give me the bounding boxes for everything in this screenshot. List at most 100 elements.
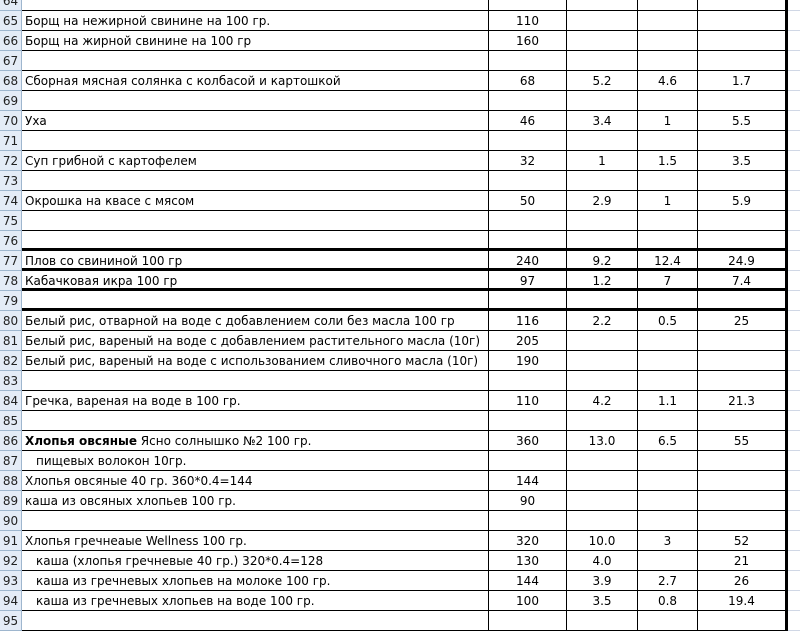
cell-e[interactable]: 21.3 — [698, 391, 788, 411]
cell-b[interactable]: 68 — [489, 71, 567, 91]
cell-c[interactable] — [567, 331, 638, 351]
cell-e[interactable] — [698, 351, 788, 371]
row-header[interactable]: 70 — [0, 111, 22, 131]
cell-a[interactable]: Борщ на жирной свинине на 100 гр — [22, 31, 489, 51]
cell-e[interactable] — [698, 611, 788, 631]
cell-c[interactable] — [567, 91, 638, 111]
cell-f[interactable] — [788, 111, 800, 131]
cell-c[interactable] — [567, 231, 638, 251]
cell-e[interactable] — [698, 171, 788, 191]
row-header[interactable]: 69 — [0, 91, 22, 111]
cell-b[interactable]: 360 — [489, 431, 567, 451]
cell-e[interactable]: 26 — [698, 571, 788, 591]
cell-b[interactable] — [489, 131, 567, 151]
cell-c[interactable] — [567, 511, 638, 531]
cell-b[interactable] — [489, 291, 567, 311]
cell-a[interactable]: Хлопья овсяные Ясно солнышко №2 100 гр. — [22, 431, 489, 451]
cell-b[interactable]: 144 — [489, 571, 567, 591]
cell-e[interactable] — [698, 471, 788, 491]
cell-e[interactable] — [698, 231, 788, 251]
cell-b[interactable] — [489, 451, 567, 471]
cell-b[interactable]: 160 — [489, 31, 567, 51]
cell-a[interactable]: Белый рис, вареный на воде с использован… — [22, 351, 489, 371]
cell-c[interactable]: 3.4 — [567, 111, 638, 131]
cell-a[interactable]: каша из гречневых хлопьев на молоке 100 … — [22, 571, 489, 591]
cell-c[interactable] — [567, 411, 638, 431]
row-header[interactable]: 65 — [0, 11, 22, 31]
cell-d[interactable]: 0.5 — [638, 311, 698, 331]
cell-b[interactable]: 320 — [489, 531, 567, 551]
row-header[interactable]: 64 — [0, 0, 22, 11]
cell-f[interactable] — [788, 431, 800, 451]
cell-e[interactable]: 21 — [698, 551, 788, 571]
cell-b[interactable] — [489, 0, 567, 11]
cell-b[interactable]: 116 — [489, 311, 567, 331]
cell-e[interactable]: 24.9 — [698, 251, 788, 271]
cell-e[interactable] — [698, 451, 788, 471]
cell-e[interactable]: 5.9 — [698, 191, 788, 211]
row-header[interactable]: 87 — [0, 451, 22, 471]
cell-d[interactable] — [638, 11, 698, 31]
cell-a[interactable]: Окрошка на квасе с мясом — [22, 191, 489, 211]
cell-f[interactable] — [788, 291, 800, 311]
row-header[interactable]: 76 — [0, 231, 22, 251]
cell-d[interactable] — [638, 171, 698, 191]
cell-e[interactable] — [698, 331, 788, 351]
cell-a[interactable] — [22, 211, 489, 231]
cell-c[interactable] — [567, 51, 638, 71]
cell-d[interactable]: 4.6 — [638, 71, 698, 91]
cell-d[interactable]: 7 — [638, 271, 698, 291]
cell-d[interactable] — [638, 471, 698, 491]
cell-e[interactable] — [698, 511, 788, 531]
row-header[interactable]: 95 — [0, 611, 22, 631]
cell-a[interactable]: Плов со свининой 100 гр — [22, 251, 489, 271]
cell-c[interactable]: 3.9 — [567, 571, 638, 591]
cell-f[interactable] — [788, 411, 800, 431]
cell-a[interactable]: Кабачковая икра 100 гр — [22, 271, 489, 291]
cell-f[interactable] — [788, 71, 800, 91]
cell-c[interactable] — [567, 0, 638, 11]
cell-f[interactable] — [788, 251, 800, 271]
cell-f[interactable] — [788, 351, 800, 371]
cell-b[interactable]: 110 — [489, 11, 567, 31]
cell-f[interactable] — [788, 191, 800, 211]
cell-a[interactable]: каша (хлопья гречневые 40 гр.) 320*0.4=1… — [22, 551, 489, 571]
cell-b[interactable]: 46 — [489, 111, 567, 131]
cell-d[interactable] — [638, 0, 698, 11]
cell-e[interactable] — [698, 411, 788, 431]
cell-e[interactable]: 55 — [698, 431, 788, 451]
cell-d[interactable] — [638, 351, 698, 371]
cell-b[interactable] — [489, 511, 567, 531]
cell-f[interactable] — [788, 471, 800, 491]
cell-a[interactable] — [22, 0, 489, 11]
cell-b[interactable] — [489, 171, 567, 191]
cell-b[interactable] — [489, 231, 567, 251]
cell-a[interactable] — [22, 411, 489, 431]
cell-b[interactable]: 97 — [489, 271, 567, 291]
cell-b[interactable]: 32 — [489, 151, 567, 171]
cell-f[interactable] — [788, 51, 800, 71]
cell-b[interactable]: 205 — [489, 331, 567, 351]
cell-d[interactable]: 0.8 — [638, 591, 698, 611]
cell-e[interactable]: 52 — [698, 531, 788, 551]
cell-f[interactable] — [788, 331, 800, 351]
cell-c[interactable]: 4.2 — [567, 391, 638, 411]
cell-a[interactable]: Хлопья гречнеаые Wellness 100 гр. — [22, 531, 489, 551]
cell-c[interactable] — [567, 211, 638, 231]
cell-a[interactable] — [22, 51, 489, 71]
cell-b[interactable]: 90 — [489, 491, 567, 511]
cell-f[interactable] — [788, 91, 800, 111]
cell-b[interactable] — [489, 91, 567, 111]
row-header[interactable]: 93 — [0, 571, 22, 591]
cell-d[interactable]: 1 — [638, 111, 698, 131]
cell-b[interactable] — [489, 371, 567, 391]
cell-a[interactable]: пищевых волокон 10гр. — [22, 451, 489, 471]
cell-a[interactable]: Белый рис, отварной на воде с добавление… — [22, 311, 489, 331]
cell-a[interactable] — [22, 131, 489, 151]
row-header[interactable]: 81 — [0, 331, 22, 351]
cell-d[interactable]: 1 — [638, 191, 698, 211]
cell-b[interactable]: 100 — [489, 591, 567, 611]
cell-f[interactable] — [788, 571, 800, 591]
cell-b[interactable]: 144 — [489, 471, 567, 491]
cell-e[interactable]: 5.5 — [698, 111, 788, 131]
